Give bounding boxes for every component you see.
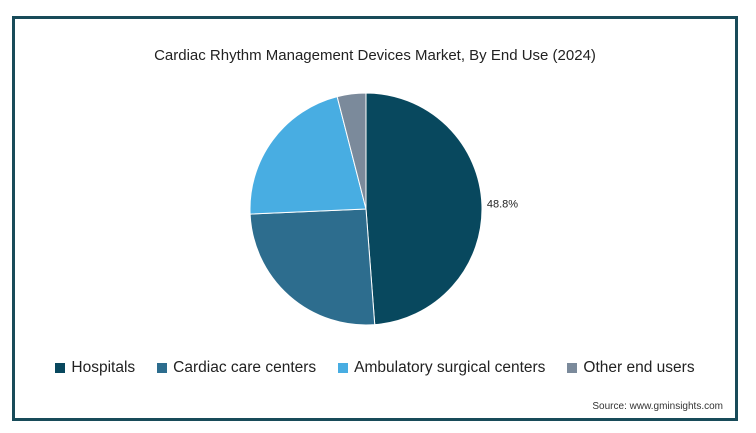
pie-slice-hospitals [365,92,483,326]
pie-slice-cardiac-care-centers [249,208,376,326]
legend-label-cardiac-care-centers: Cardiac care centers [173,359,317,376]
pie-chart: 48.8% [249,92,518,326]
legend-item-other-end-users: Other end users [567,359,695,377]
legend-item-cardiac-care-centers: Cardiac care centers [157,359,316,377]
legend-item-hospitals: Hospitals [55,359,135,377]
legend-swatch-ambulatory-surgical-centers [338,363,349,373]
legend-swatch-other-end-users [567,363,578,373]
legend-item-ambulatory-surgical-centers: Ambulatory surgical centers [338,359,545,377]
source-note: Source: www.gminsights.com [592,401,723,412]
chart-frame: Cardiac Rhythm Management Devices Market… [12,16,738,421]
legend: Hospitals Cardiac care centers Ambulator… [15,359,735,377]
pie-slice-other-end-users [336,92,367,210]
legend-label-hospitals: Hospitals [71,359,136,376]
legend-label-ambulatory-surgical-centers: Ambulatory surgical centers [354,359,546,376]
pie-slice-ambulatory-surgical-centers [249,96,367,215]
legend-label-other-end-users: Other end users [583,359,695,376]
chart-title: Cardiac Rhythm Management Devices Market… [154,47,596,64]
legend-swatch-cardiac-care-centers [157,363,168,373]
data-label-hospitals: 48.8% [487,198,518,210]
legend-swatch-hospitals [55,363,66,373]
